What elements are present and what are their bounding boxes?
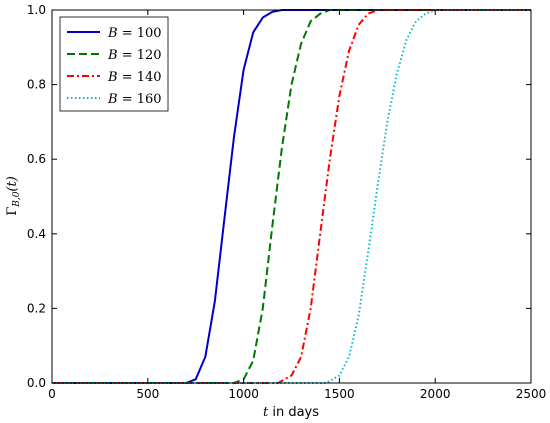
x-tick-label: 1500 xyxy=(324,387,355,401)
y-tick-label: 0.6 xyxy=(27,152,46,166)
y-axis-label-main: Γ xyxy=(5,207,20,216)
x-axis-label-rest: in days xyxy=(268,405,319,420)
x-tick-label: 1000 xyxy=(228,387,259,401)
y-tick-label: 0.8 xyxy=(27,78,46,92)
legend-var: B xyxy=(107,26,118,41)
legend-var: B xyxy=(107,48,118,63)
legend-value: = 140 xyxy=(118,70,162,85)
x-axis-label: t in days xyxy=(263,405,319,420)
y-axis: 0.0 0.2 0.4 0.6 0.8 1.0 xyxy=(27,3,531,390)
x-tick-label: 500 xyxy=(136,387,159,401)
series-line-4 xyxy=(52,9,531,384)
legend-value: = 120 xyxy=(118,48,162,63)
legend-label-1: B = 100 xyxy=(107,26,162,41)
legend-label-3: B = 140 xyxy=(107,70,162,85)
y-axis-label-tail: (t) xyxy=(5,176,20,191)
y-tick-label: 0.2 xyxy=(27,301,46,315)
legend-label-2: B = 120 xyxy=(107,48,162,63)
legend-var: B xyxy=(107,70,118,85)
y-axis-label-sub: B,0 xyxy=(12,191,22,207)
x-tick-label: 2000 xyxy=(420,387,451,401)
x-tick-label: 2500 xyxy=(516,387,547,401)
series-line-2 xyxy=(52,9,531,384)
y-tick-label: 0.0 xyxy=(27,376,46,390)
x-tick-label: 0 xyxy=(48,387,56,401)
x-axis-label-var: t xyxy=(263,405,269,420)
y-tick-label: 0.4 xyxy=(27,227,46,241)
series-line-3 xyxy=(52,9,531,384)
legend-var: B xyxy=(107,92,118,107)
legend-value: = 160 xyxy=(118,92,162,107)
y-tick-label: 1.0 xyxy=(27,3,46,17)
legend-value: = 100 xyxy=(118,26,162,41)
plot-frame xyxy=(51,9,532,384)
y-axis-label: ΓB,0(t) xyxy=(5,176,22,216)
x-axis: 0 500 1000 1500 2000 2500 xyxy=(48,10,546,401)
legend-label-4: B = 160 xyxy=(107,92,162,107)
